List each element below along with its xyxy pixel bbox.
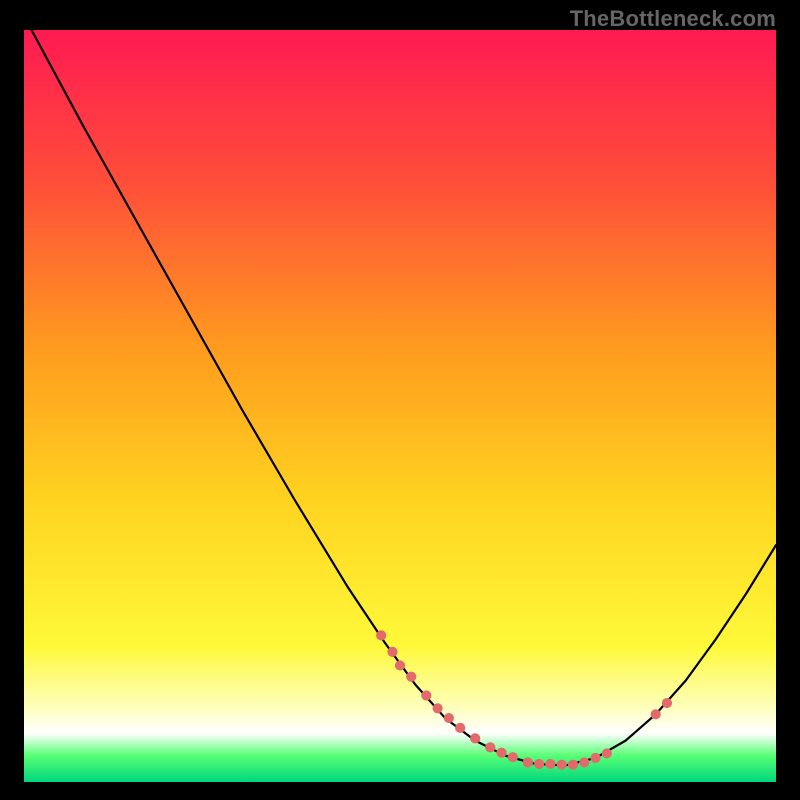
data-point <box>602 748 612 758</box>
plot-area <box>24 30 776 782</box>
data-point <box>395 660 405 670</box>
data-point <box>496 748 506 758</box>
data-point <box>387 647 397 657</box>
data-point <box>557 760 567 770</box>
data-point <box>470 733 480 743</box>
data-point <box>662 698 672 708</box>
data-point <box>568 760 578 770</box>
data-point <box>406 672 416 682</box>
data-point <box>534 759 544 769</box>
bottleneck-curve <box>32 30 776 765</box>
data-point <box>508 752 518 762</box>
data-point <box>579 757 589 767</box>
watermark-text: TheBottleneck.com <box>570 6 776 32</box>
data-point <box>376 630 386 640</box>
plot-svg <box>24 30 776 782</box>
page-frame: TheBottleneck.com <box>0 0 800 800</box>
data-point <box>545 759 555 769</box>
data-point <box>444 713 454 723</box>
data-point <box>651 709 661 719</box>
data-point <box>421 690 431 700</box>
data-point <box>455 723 465 733</box>
dots-group <box>376 630 672 770</box>
data-point <box>485 742 495 752</box>
data-point <box>590 753 600 763</box>
data-point <box>433 703 443 713</box>
data-point <box>523 757 533 767</box>
